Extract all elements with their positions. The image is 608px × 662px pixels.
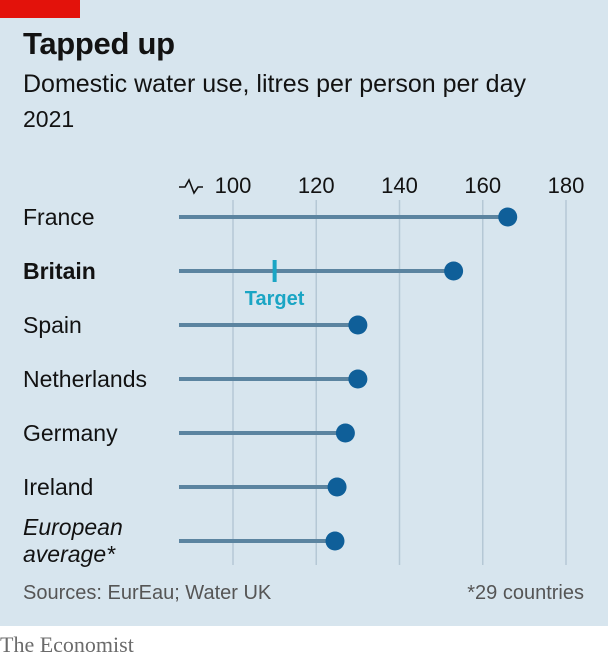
category-label: Germany	[23, 420, 118, 446]
lollipop-dot	[444, 261, 464, 281]
x-tick-label: 160	[464, 173, 501, 198]
sources-note: Sources: EurEau; Water UK	[23, 582, 272, 604]
chart-subtitle: Domestic water use, litres per person pe…	[23, 70, 526, 98]
x-tick-label: 140	[381, 173, 418, 198]
footnote: *29 countries	[467, 582, 584, 604]
lollipop-dot	[327, 477, 347, 497]
lollipop-dot	[348, 369, 368, 389]
axis-break-icon	[179, 178, 203, 195]
category-label: Spain	[23, 312, 82, 338]
chart-title: Tapped up	[23, 26, 175, 61]
lollipop-dot	[348, 315, 368, 335]
lollipop-dot	[498, 207, 518, 227]
lollipop-dot	[335, 423, 355, 443]
category-label: average*	[23, 541, 116, 567]
category-label: France	[23, 204, 95, 230]
brand-red-tag	[0, 0, 80, 18]
x-tick-label: 100	[215, 173, 252, 198]
category-label: European	[23, 514, 123, 540]
economist-logo: The Economist	[0, 632, 134, 657]
category-label: Britain	[23, 258, 96, 284]
x-tick-label: 120	[298, 173, 335, 198]
chart-panel	[0, 0, 608, 626]
category-label: Netherlands	[23, 366, 147, 392]
chart-year: 2021	[23, 106, 75, 132]
lollipop-chart: 100 120 140 160 180 France Britain Target Spain N…	[23, 173, 585, 567]
lollipop-dot	[325, 531, 345, 551]
x-tick-label: 180	[548, 173, 585, 198]
target-label: Target	[245, 288, 305, 310]
category-label: Ireland	[23, 474, 93, 500]
